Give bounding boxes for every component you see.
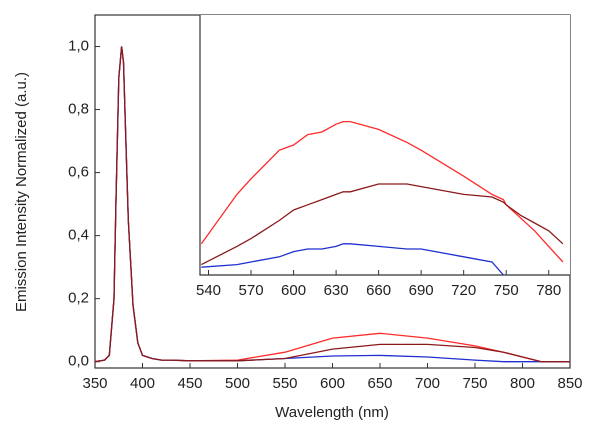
y-tick-label: 0,8 bbox=[68, 101, 89, 118]
inset-axes bbox=[199, 15, 570, 276]
y-tick-label: 1,0 bbox=[68, 37, 89, 54]
x-tick-label: 660 bbox=[366, 282, 391, 299]
x-tick-label: 700 bbox=[415, 375, 440, 392]
x-tick-label: 450 bbox=[177, 375, 202, 392]
x-tick-label: 400 bbox=[130, 375, 155, 392]
x-tick-label: 750 bbox=[462, 375, 487, 392]
series-line bbox=[200, 120, 564, 263]
y-tick-label: 0,2 bbox=[68, 290, 89, 307]
y-tick-label: 0,4 bbox=[68, 227, 89, 244]
x-tick-label: 630 bbox=[324, 282, 349, 299]
x-tick-label: 600 bbox=[281, 282, 306, 299]
x-tick-label: 570 bbox=[239, 282, 264, 299]
x-tick-label: 650 bbox=[367, 375, 392, 392]
y-axis-label: Emission Intensity Normalized (a.u.) bbox=[13, 72, 30, 312]
y-tick-label: 0,6 bbox=[68, 164, 89, 181]
x-tick-label: 540 bbox=[196, 282, 221, 299]
series-line bbox=[201, 243, 504, 276]
x-tick-label: 500 bbox=[225, 375, 250, 392]
x-tick-label: 550 bbox=[272, 375, 297, 392]
x-tick-label: 780 bbox=[536, 282, 561, 299]
x-tick-label: 800 bbox=[510, 375, 535, 392]
x-tick-label: 720 bbox=[451, 282, 476, 299]
x-tick-label: 600 bbox=[320, 375, 345, 392]
x-tick-label: 690 bbox=[409, 282, 434, 299]
series-line bbox=[201, 183, 564, 266]
x-tick-label: 350 bbox=[82, 375, 107, 392]
x-axis-label: Wavelength (nm) bbox=[275, 404, 389, 421]
x-tick-label: 850 bbox=[557, 375, 582, 392]
x-tick-label: 750 bbox=[494, 282, 519, 299]
y-tick-label: 0,0 bbox=[68, 353, 89, 370]
series-line bbox=[94, 46, 570, 363]
